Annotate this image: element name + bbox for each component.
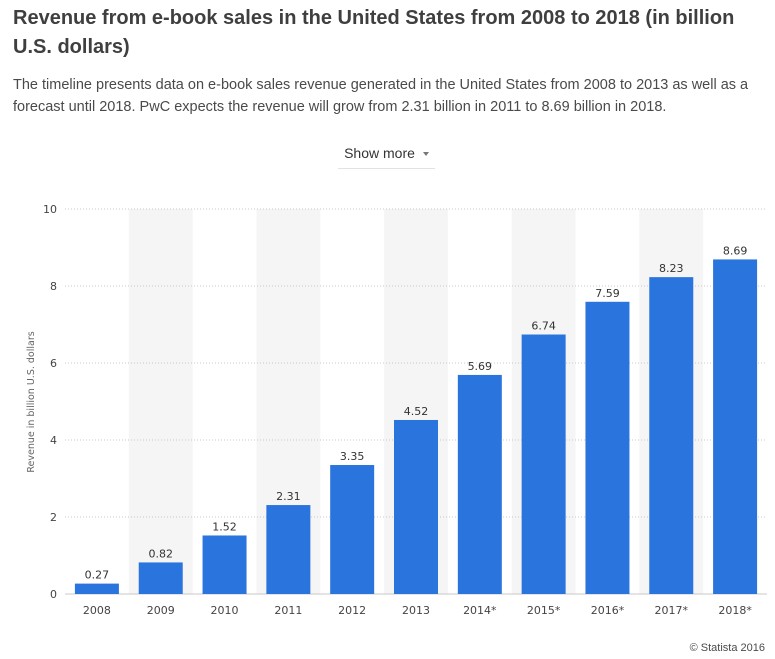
x-tick-label: 2013 bbox=[402, 604, 430, 617]
value-label: 2.31 bbox=[276, 490, 301, 503]
y-tick-label: 6 bbox=[50, 357, 57, 370]
y-tick-label: 8 bbox=[50, 280, 57, 293]
bar bbox=[585, 301, 630, 594]
bar bbox=[394, 419, 438, 594]
chart-description: The timeline presents data on e-book sal… bbox=[13, 77, 749, 115]
bar-chart: 0 2 4 6 8 10 0.27 0.82 1.52 2.31 3.35 4.52 5.69 6.74… bbox=[26, 203, 767, 617]
bar bbox=[457, 374, 502, 594]
value-label: 7.59 bbox=[595, 287, 620, 300]
background-band bbox=[128, 209, 193, 594]
chevron-down-icon bbox=[422, 152, 429, 156]
value-label: 4.52 bbox=[404, 405, 429, 418]
value-label: 6.74 bbox=[531, 320, 556, 333]
x-tick-label: 2018* bbox=[718, 604, 752, 617]
chart-title: Revenue from e-book sales in the United … bbox=[13, 7, 735, 58]
x-tick-label: 2009 bbox=[147, 604, 175, 617]
bar bbox=[713, 259, 758, 594]
value-label: 8.23 bbox=[659, 262, 684, 275]
x-axis-ticks: 2008 2009 2010 2011 2012 2013 2014* 2015* 2016* 2… bbox=[83, 604, 752, 617]
x-tick-label: 2014* bbox=[463, 604, 497, 617]
statista-credit: © Statista 2016 bbox=[689, 642, 765, 654]
bar bbox=[202, 535, 247, 594]
value-label: 1.52 bbox=[212, 520, 237, 533]
value-labels: 0.27 0.82 1.52 2.31 3.35 4.52 5.69 6.74 7.59 8.23… bbox=[85, 244, 748, 581]
bar bbox=[649, 277, 694, 594]
bar bbox=[266, 505, 311, 594]
x-tick-label: 2017* bbox=[655, 604, 689, 617]
bars bbox=[74, 259, 758, 594]
y-tick-label: 2 bbox=[50, 511, 57, 524]
show-more-button[interactable]: Show more bbox=[338, 138, 435, 169]
x-tick-label: 2015* bbox=[527, 604, 561, 617]
value-label: 0.82 bbox=[148, 547, 173, 560]
value-label: 0.27 bbox=[85, 569, 110, 582]
bar bbox=[74, 583, 119, 594]
x-tick-label: 2012 bbox=[338, 604, 366, 617]
y-axis-ticks: 0 2 4 6 8 10 bbox=[43, 203, 57, 601]
bar bbox=[138, 562, 183, 594]
y-tick-label: 0 bbox=[50, 588, 57, 601]
x-tick-label: 2011 bbox=[274, 604, 302, 617]
x-tick-label: 2008 bbox=[83, 604, 111, 617]
x-tick-label: 2016* bbox=[591, 604, 625, 617]
bar bbox=[330, 465, 375, 594]
y-tick-label: 10 bbox=[43, 203, 57, 216]
value-label: 3.35 bbox=[340, 450, 365, 463]
y-axis-label: Revenue in billion U.S. dollars bbox=[26, 331, 37, 472]
value-label: 8.69 bbox=[723, 244, 748, 257]
value-label: 5.69 bbox=[468, 360, 493, 373]
x-tick-label: 2010 bbox=[211, 604, 239, 617]
show-more-label: Show more bbox=[344, 145, 415, 161]
y-tick-label: 4 bbox=[50, 434, 57, 447]
bar bbox=[521, 334, 566, 594]
